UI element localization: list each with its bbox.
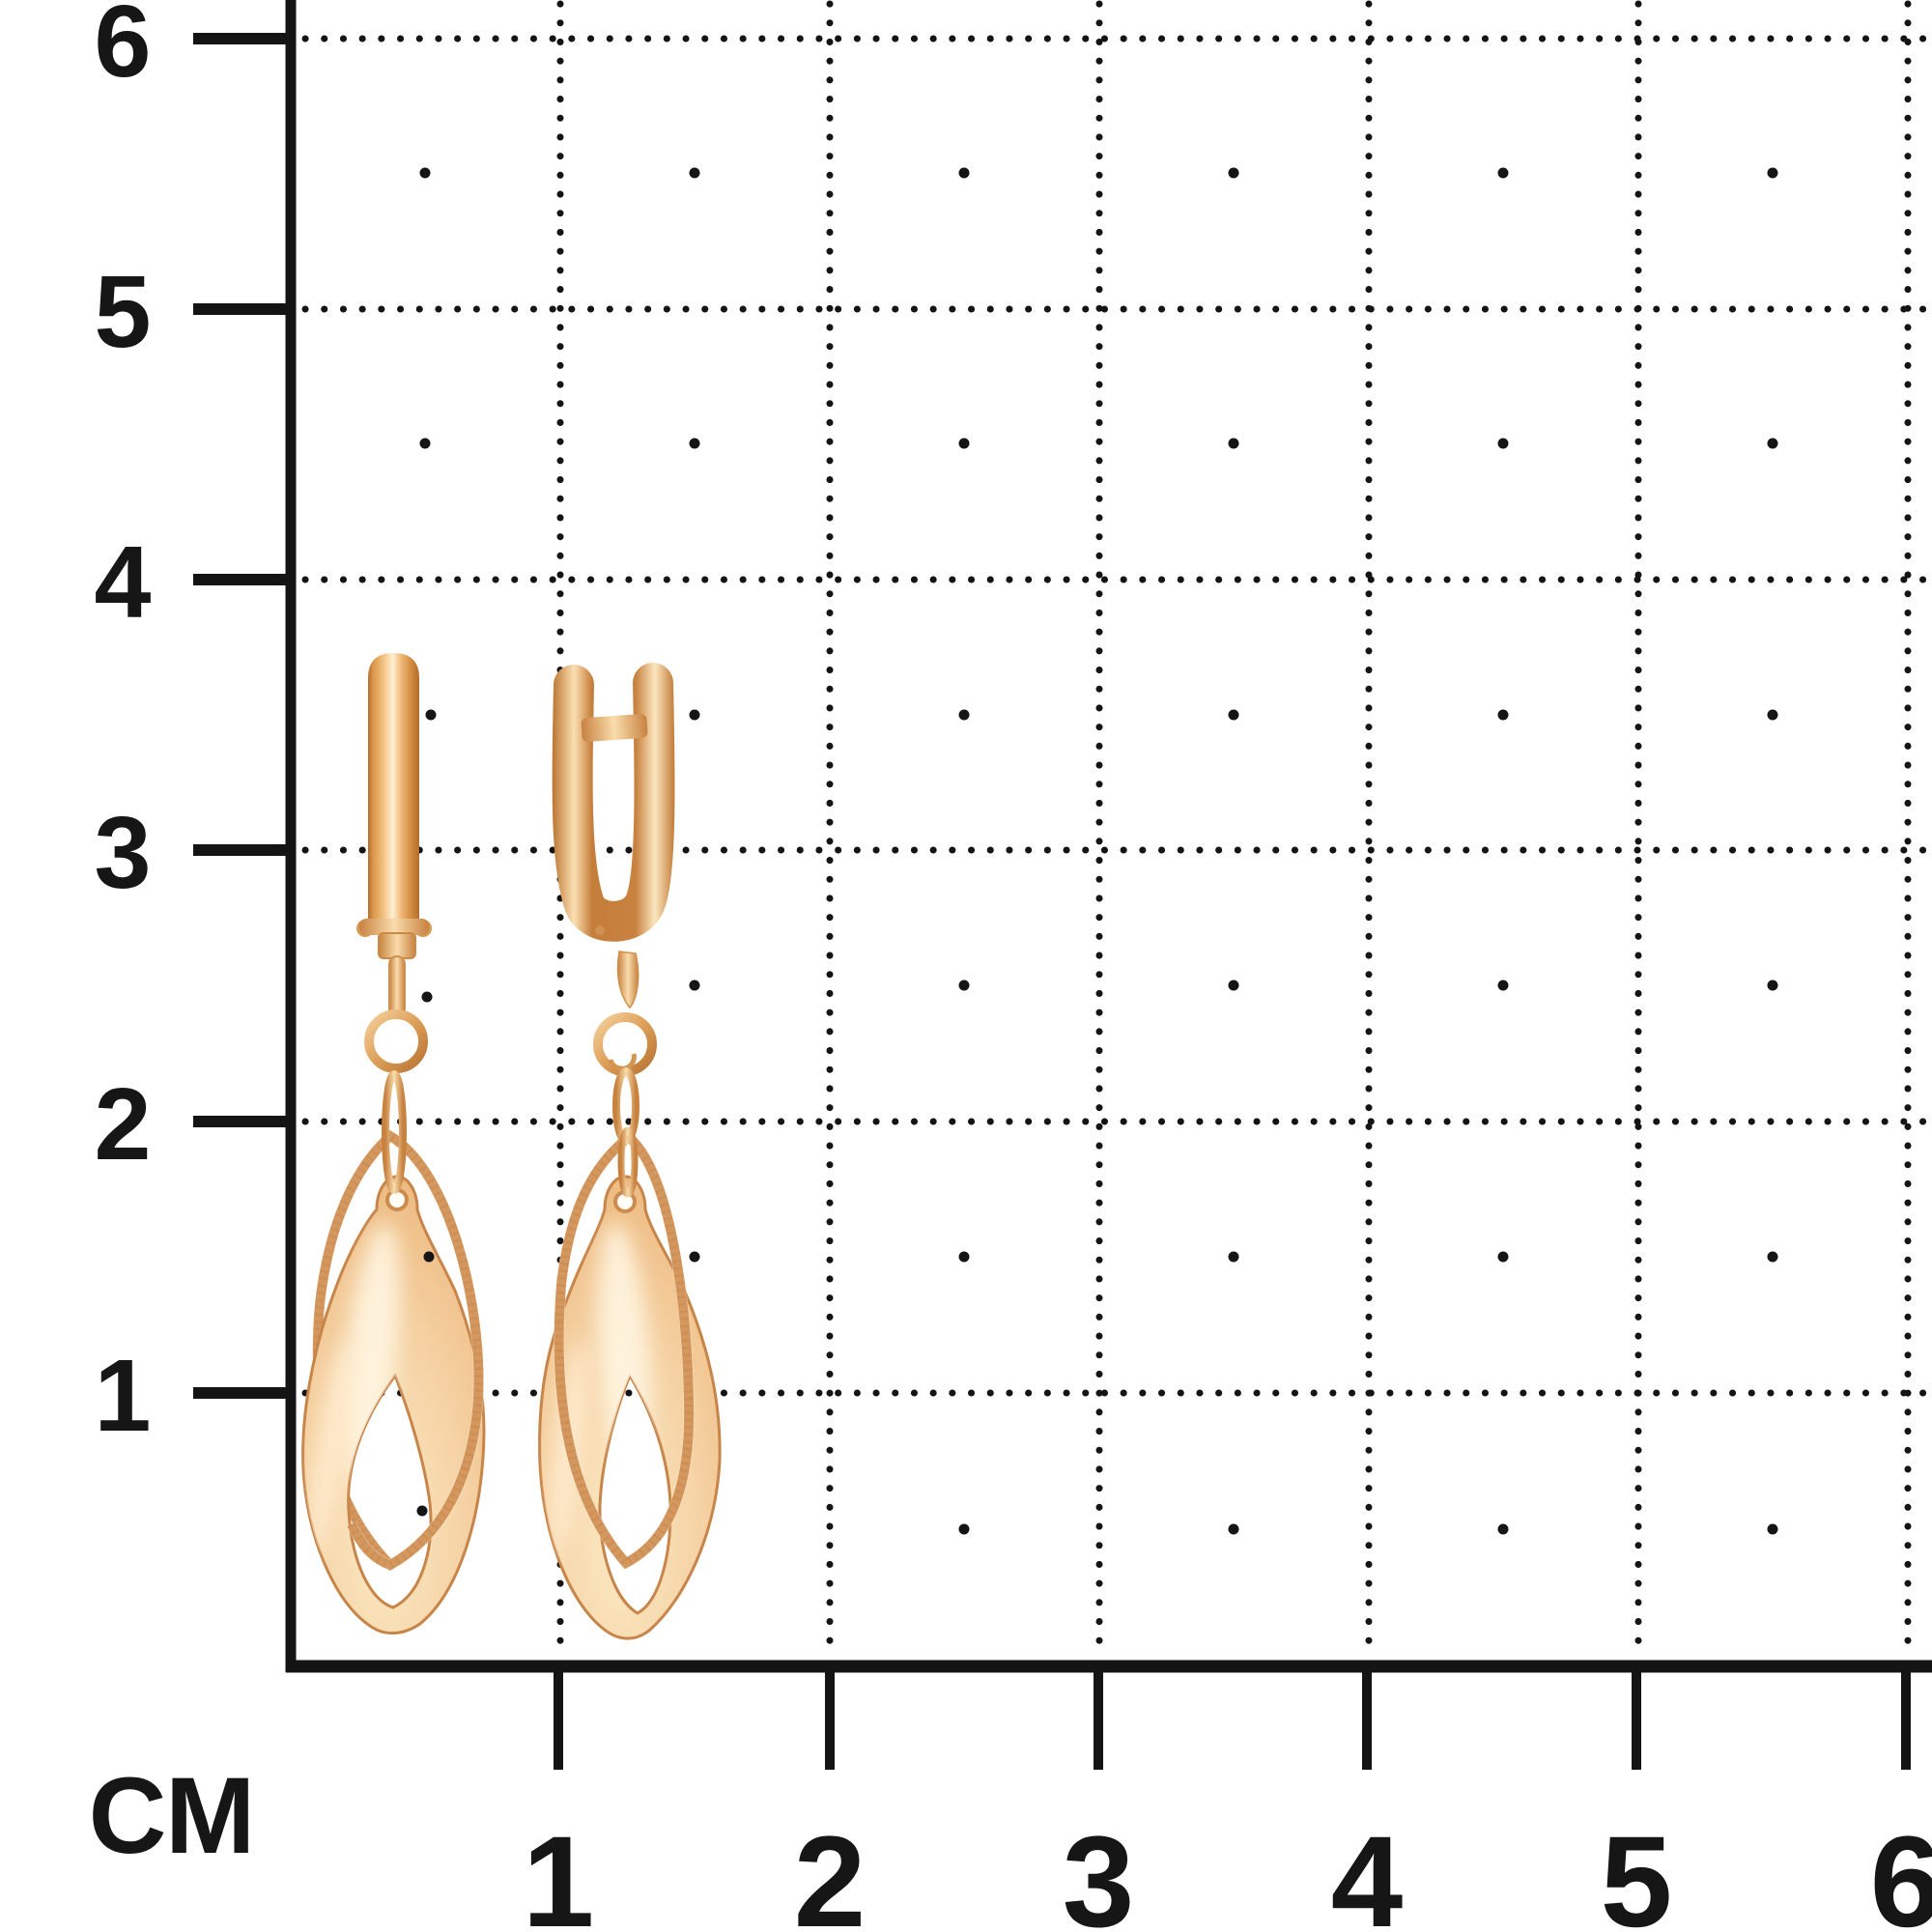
- svg-text:2: 2: [95, 1067, 152, 1181]
- svg-text:3: 3: [95, 796, 152, 910]
- svg-text:СМ: СМ: [89, 1755, 256, 1876]
- svg-text:2: 2: [794, 1810, 867, 1932]
- svg-text:4: 4: [95, 526, 152, 639]
- svg-text:1: 1: [95, 1339, 152, 1453]
- svg-text:5: 5: [95, 255, 152, 369]
- svg-text:6: 6: [1870, 1810, 1932, 1932]
- svg-text:1: 1: [523, 1810, 595, 1932]
- svg-text:4: 4: [1331, 1810, 1404, 1932]
- svg-text:3: 3: [1063, 1810, 1135, 1932]
- svg-text:6: 6: [95, 0, 152, 99]
- svg-text:5: 5: [1601, 1810, 1673, 1932]
